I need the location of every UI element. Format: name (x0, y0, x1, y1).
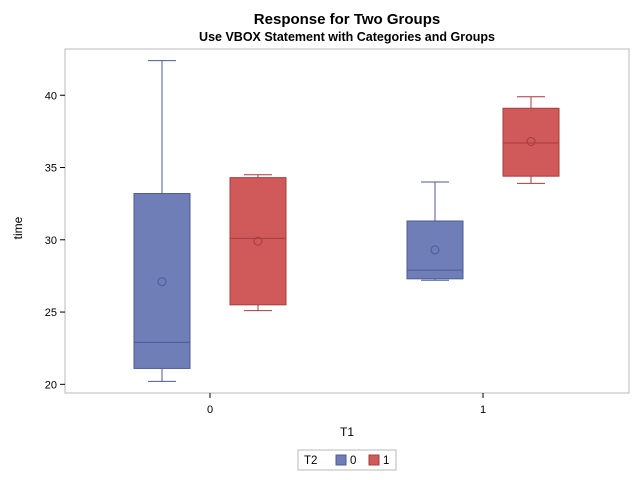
box-1-cat-1 (502, 96, 560, 184)
y-tick-label: 30 (45, 235, 57, 247)
legend-entry-1: 1 (383, 455, 389, 467)
mean-marker (430, 245, 440, 255)
mean-marker (526, 137, 536, 147)
mean-marker (253, 236, 263, 246)
y-tick-label: 25 (45, 307, 57, 319)
legend: T2 0 1 (297, 449, 397, 471)
y-axis: 20 25 30 35 40 (45, 90, 65, 391)
x-axis-label: T1 (340, 425, 354, 439)
mean-marker (157, 277, 167, 287)
box-group (133, 60, 560, 382)
legend-swatch-0 (335, 454, 347, 466)
y-tick-label: 35 (45, 163, 57, 175)
chart-title: Response for Two Groups (254, 11, 440, 28)
iqr-box (502, 107, 560, 177)
box-0-cat-0 (133, 60, 191, 382)
y-tick-label: 40 (45, 90, 57, 102)
iqr-box (406, 220, 464, 280)
iqr-box (229, 177, 287, 306)
x-tick-label: 0 (207, 404, 213, 416)
legend-title: T2 (304, 455, 317, 467)
legend-entry-0: 0 (350, 455, 356, 467)
legend-swatch-1 (368, 454, 380, 466)
chart-subtitle: Use VBOX Statement with Categories and G… (199, 30, 495, 44)
y-tick-label: 20 (45, 379, 57, 391)
box-0-cat-1 (406, 181, 464, 281)
box-1-cat-0 (229, 174, 287, 312)
y-axis-label: time (11, 216, 25, 239)
iqr-box (133, 193, 191, 369)
x-tick-label: 1 (480, 404, 486, 416)
